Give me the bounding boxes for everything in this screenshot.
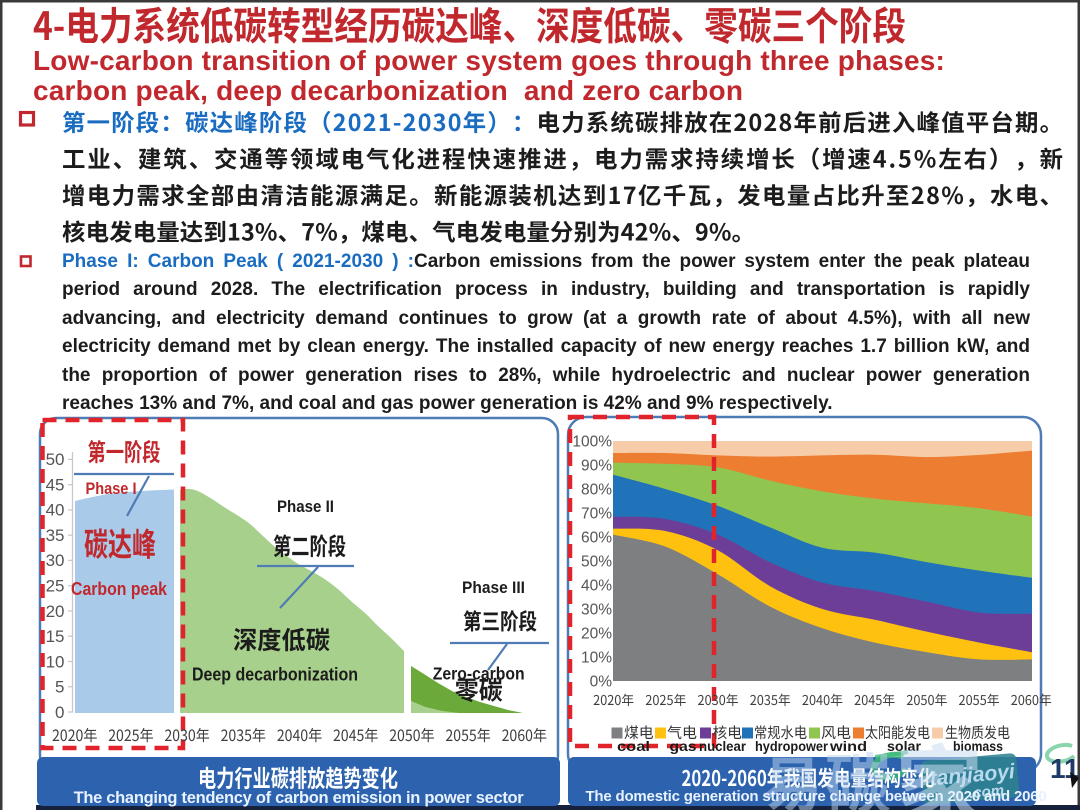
svg-text:solar: solar <box>887 738 922 754</box>
svg-text:gas: gas <box>670 738 697 754</box>
svg-text:Phase III: Phase III <box>462 578 525 597</box>
svg-text:0%: 0% <box>590 673 613 690</box>
svg-text:35: 35 <box>46 526 65 545</box>
svg-text:Carbon peak: Carbon peak <box>71 579 168 599</box>
svg-text:10: 10 <box>46 652 65 671</box>
svg-text:5: 5 <box>55 678 64 697</box>
svg-text:70%: 70% <box>581 505 612 522</box>
svg-text:80%: 80% <box>581 481 612 498</box>
svg-text:40%: 40% <box>581 577 612 594</box>
svg-text:20: 20 <box>46 602 65 621</box>
svg-text:Phase I: Phase I <box>86 479 137 498</box>
svg-text:Zero-carbon: Zero-carbon <box>433 664 525 684</box>
svg-text:nuclear: nuclear <box>699 738 747 754</box>
svg-text:90%: 90% <box>581 457 612 474</box>
svg-text:coal: coal <box>617 738 650 754</box>
svg-text:40: 40 <box>46 501 65 520</box>
svg-text:30: 30 <box>46 551 65 570</box>
svg-text:20%: 20% <box>581 625 612 642</box>
svg-text:45: 45 <box>46 476 65 495</box>
svg-text:50%: 50% <box>581 553 612 570</box>
svg-text:100%: 100% <box>572 433 612 450</box>
svg-text:30%: 30% <box>581 601 612 618</box>
svg-text:15: 15 <box>46 627 65 646</box>
svg-text:Deep decarbonization: Deep decarbonization <box>192 665 358 685</box>
svg-text:hydropower: hydropower <box>755 738 828 754</box>
svg-text:wind: wind <box>829 738 867 754</box>
svg-text:.com: .com <box>968 782 1004 802</box>
svg-text:10%: 10% <box>581 649 612 666</box>
svg-text:60%: 60% <box>581 529 612 546</box>
svg-text:25: 25 <box>46 577 65 596</box>
svg-text:Phase II: Phase II <box>277 497 334 516</box>
svg-text:50: 50 <box>46 450 65 469</box>
svg-text:0: 0 <box>55 703 64 722</box>
svg-text:biomass: biomass <box>953 738 1003 754</box>
